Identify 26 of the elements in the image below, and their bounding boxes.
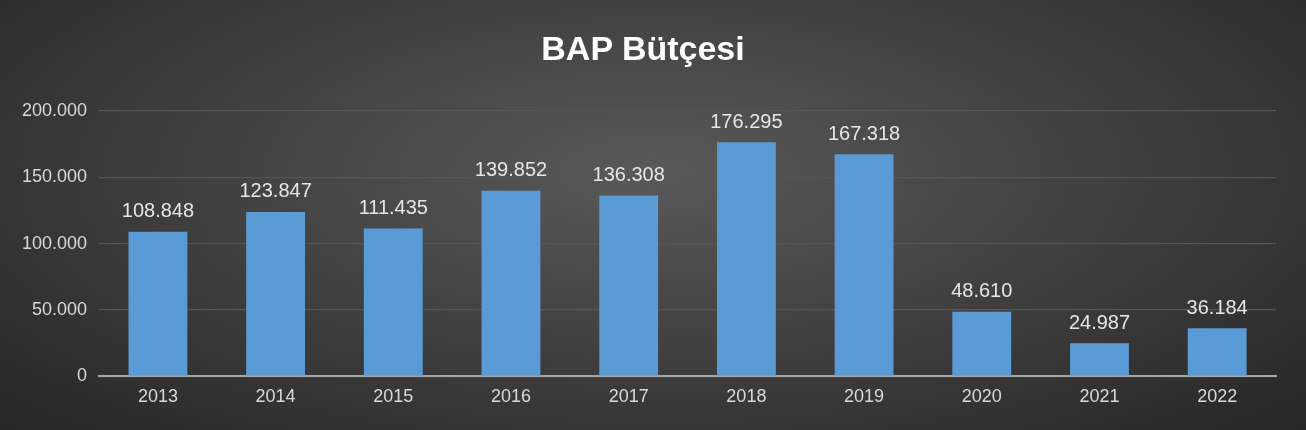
data-label: 123.847: [239, 179, 312, 202]
x-tick-label: 2014: [255, 386, 296, 407]
data-label: 139.852: [474, 158, 548, 181]
data-label: 108.848: [121, 199, 195, 222]
data-label: 136.308: [592, 162, 665, 185]
data-label: 36.184: [1186, 295, 1248, 318]
x-tick-label: 2015: [373, 386, 414, 407]
y-tick-label: 0: [77, 365, 88, 386]
x-tick-label: 2022: [1197, 386, 1238, 407]
data-label: 111.435: [358, 195, 428, 218]
x-tick-label: 2016: [490, 386, 532, 407]
y-tick-label: 150.000: [21, 166, 88, 187]
x-tick-label: 2021: [1079, 386, 1120, 407]
x-tick-label: 2019: [844, 386, 885, 407]
y-tick-label: 200.000: [21, 99, 88, 120]
data-label: 24.987: [1068, 310, 1131, 333]
y-tick-label: 100.000: [21, 232, 88, 253]
data-label: 176.295: [710, 109, 783, 132]
data-label: 48.610: [951, 279, 1013, 302]
x-tick-label: 2013: [137, 386, 178, 407]
x-tick-label: 2018: [726, 386, 767, 407]
chart-title: BAP Bütçesi: [541, 28, 745, 67]
y-tick-label: 50.000: [32, 298, 88, 319]
x-tick-label: 2020: [961, 386, 1002, 407]
data-label: 167.318: [827, 121, 901, 144]
x-tick-label: 2017: [608, 386, 649, 407]
